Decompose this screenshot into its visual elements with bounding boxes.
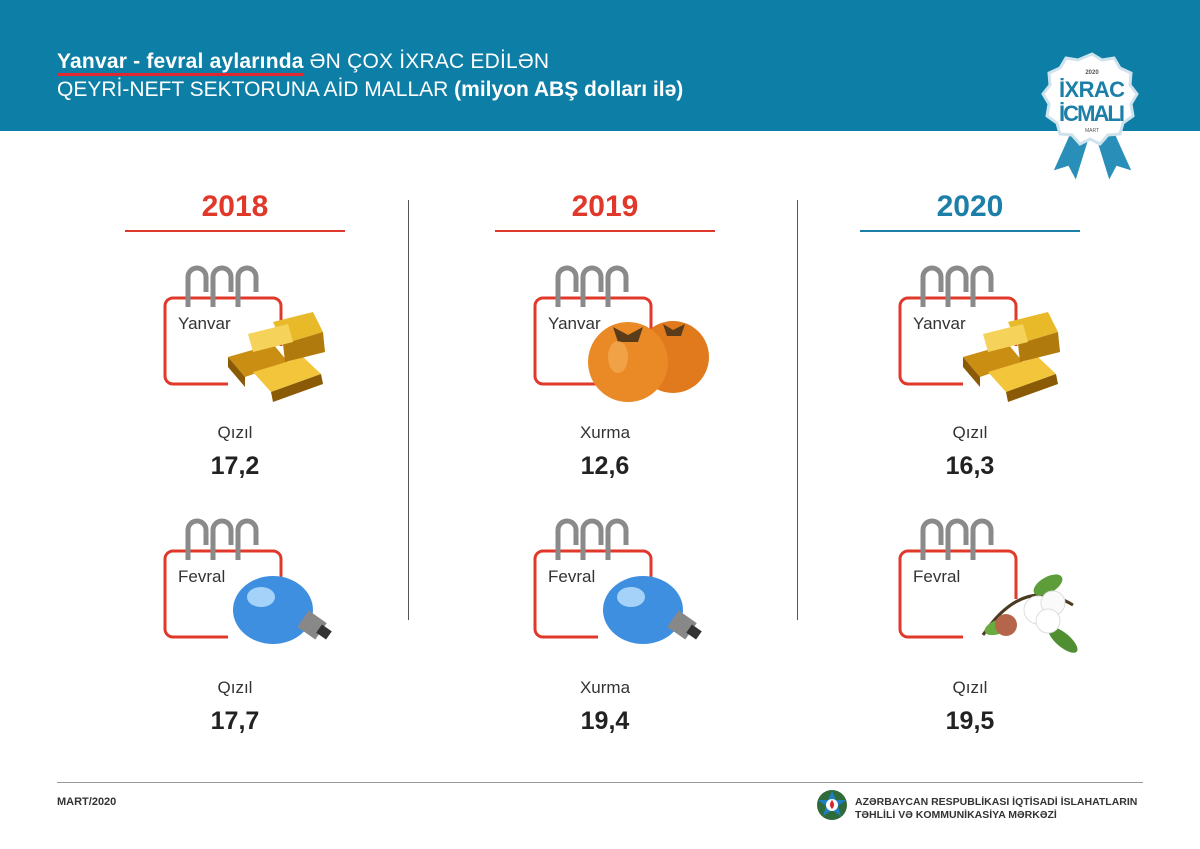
export-value: 17,2 — [210, 452, 260, 480]
year-heading: 2020 — [936, 190, 1004, 223]
month-calendar-yanvar: Yanvar — [523, 262, 713, 402]
product-name: Xurma — [579, 423, 631, 442]
year-heading: 2019 — [571, 190, 639, 223]
month-label: Fevral — [178, 567, 226, 586]
month-calendar-fevral: Fevral — [153, 515, 343, 655]
export-value: 17,7 — [210, 707, 260, 735]
year-heading: 2018 — [201, 190, 269, 223]
month-label: Yanvar — [913, 314, 966, 333]
badge-line1: İXRAC — [1059, 77, 1125, 102]
calendar-icon — [898, 518, 1018, 639]
year-underline — [495, 230, 715, 232]
gold-bars-icon — [963, 312, 1060, 402]
product-name: Qızıl — [217, 423, 253, 442]
calendar-icon — [163, 265, 283, 386]
persimmon-icon — [588, 321, 709, 402]
header-banner: Yanvar - fevral aylarında ƏN ÇOX İXRAC E… — [0, 0, 1200, 131]
organization-name: AZƏRBAYCAN RESPUBLİKASI İQTİSADİ İSLAHAT… — [855, 796, 1138, 821]
month-label: Fevral — [548, 567, 596, 586]
footer-divider — [57, 782, 1143, 783]
column-divider — [408, 200, 409, 620]
calendar-icon — [163, 518, 283, 639]
calendar-icon — [533, 518, 653, 639]
calendar-icon — [898, 265, 1018, 386]
light-bulb-icon — [233, 576, 332, 644]
ixrac-icmali-badge: 2020 İXRAC İCMALI MART — [1040, 52, 1145, 187]
column-divider — [797, 200, 798, 620]
export-value: 16,3 — [945, 452, 995, 480]
year-column-2020: 2020 — [850, 190, 1090, 232]
page-title: Yanvar - fevral aylarında ƏN ÇOX İXRAC E… — [57, 50, 549, 76]
azerbaijan-emblem-icon — [815, 788, 849, 824]
year-column-2018: 2018 — [115, 190, 355, 232]
product-name: Qızıl — [952, 678, 988, 697]
export-value: 19,5 — [945, 707, 995, 735]
year-underline — [860, 230, 1080, 232]
export-value: 12,6 — [580, 452, 630, 480]
month-calendar-fevral: Fevral — [523, 515, 713, 655]
month-calendar-yanvar: Yanvar — [888, 262, 1078, 402]
product-name: Xurma — [579, 678, 631, 697]
page-subtitle: QEYRİ-NEFT SEKTORUNA AİD MALLAR (milyon … — [57, 78, 684, 101]
product-name: Qızıl — [217, 678, 253, 697]
gold-bars-icon — [228, 312, 325, 402]
year-underline — [125, 230, 345, 232]
calendar-icon — [533, 265, 653, 386]
product-name: Qızıl — [952, 423, 988, 442]
badge-year: 2020 — [1085, 70, 1099, 76]
footer-date: MART/2020 — [57, 796, 117, 808]
month-calendar-yanvar: Yanvar — [153, 262, 343, 402]
badge-line2: İCMALI — [1059, 101, 1125, 126]
badge-month: MART — [1085, 128, 1099, 134]
cotton-icon — [981, 574, 1078, 653]
month-label: Yanvar — [548, 314, 601, 333]
month-label: Yanvar — [178, 314, 231, 333]
month-label: Fevral — [913, 567, 961, 586]
year-column-2019: 2019 — [485, 190, 725, 232]
export-value: 19,4 — [580, 707, 630, 735]
light-bulb-icon — [603, 576, 702, 644]
month-calendar-fevral: Fevral — [888, 515, 1078, 655]
